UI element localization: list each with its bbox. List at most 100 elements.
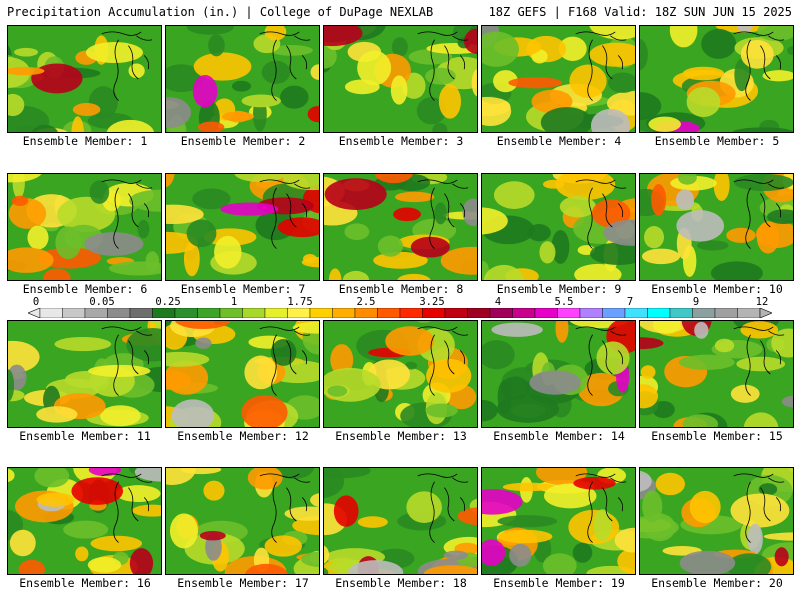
precip-contour xyxy=(310,64,319,80)
precip-contour xyxy=(54,336,112,352)
precip-contour xyxy=(493,70,518,93)
colorbar-swatch xyxy=(692,308,716,318)
colorbar-swatch xyxy=(512,308,536,318)
precip-contour xyxy=(482,399,498,422)
precip-contour xyxy=(617,548,635,574)
ensemble-member-label: Ensemble Member: 11 xyxy=(19,429,151,443)
precip-contour xyxy=(11,195,29,206)
colorbar-swatch xyxy=(624,308,648,318)
precip-contour xyxy=(328,268,342,280)
precip-contour xyxy=(36,492,75,507)
great-lakes-outline xyxy=(575,31,627,101)
precip-contour xyxy=(482,489,523,515)
ensemble-member-label: Ensemble Member: 19 xyxy=(493,576,625,590)
precip-contour xyxy=(283,174,319,191)
precip-contour xyxy=(679,550,736,574)
precip-contour xyxy=(8,66,45,76)
great-lakes-outline xyxy=(259,326,311,396)
precip-field-map xyxy=(640,174,793,280)
colorbar-swatch xyxy=(287,308,311,318)
ensemble-map-panel xyxy=(323,25,478,133)
precip-contour xyxy=(195,337,212,349)
precip-contour xyxy=(648,116,681,132)
colorbar-low-arrow xyxy=(28,308,41,318)
ensemble-member-label: Ensemble Member: 17 xyxy=(177,576,309,590)
colorbar-swatch xyxy=(152,308,176,318)
precip-contour xyxy=(9,529,36,557)
precip-contour xyxy=(394,191,435,203)
ensemble-member-label: Ensemble Member: 4 xyxy=(496,134,622,148)
great-lakes-outline xyxy=(575,473,627,543)
precip-contour xyxy=(675,189,695,211)
precip-contour xyxy=(589,26,635,40)
colorbar-tick-label: 0 xyxy=(32,296,40,308)
great-lakes-outline xyxy=(417,31,469,101)
great-lakes-outline xyxy=(101,179,153,249)
ensemble-member-label: Ensemble Member: 13 xyxy=(335,429,467,443)
run-info: 18Z GEFS | F168 Valid: 18Z SUN JUN 15 20… xyxy=(488,5,792,19)
precip-contour xyxy=(569,64,607,98)
precip-contour xyxy=(100,405,141,427)
precip-contour xyxy=(655,472,686,496)
precip-contour xyxy=(63,520,109,539)
precip-contour xyxy=(126,327,161,362)
precip-contour xyxy=(348,560,404,574)
great-lakes-outline xyxy=(417,326,469,396)
precip-contour xyxy=(34,468,70,488)
ensemble-member-label: Ensemble Member: 18 xyxy=(335,576,467,590)
precip-contour xyxy=(497,515,558,528)
precip-field-map xyxy=(324,26,477,132)
colorbar-swatch xyxy=(489,308,513,318)
colorbar-swatch xyxy=(737,308,761,318)
precip-contour xyxy=(641,248,681,265)
precip-contour xyxy=(27,225,49,250)
precip-field-map xyxy=(482,321,635,427)
precip-contour xyxy=(169,513,198,549)
precip-contour xyxy=(134,468,161,482)
ensemble-map-panel xyxy=(323,173,478,281)
great-lakes-outline xyxy=(417,179,469,249)
precip-contour xyxy=(614,527,635,553)
precip-contour xyxy=(440,246,477,275)
precip-contour xyxy=(689,490,721,524)
precip-contour xyxy=(756,221,780,254)
great-lakes-outline xyxy=(733,473,785,543)
precip-field-map xyxy=(8,468,161,574)
precip-contour xyxy=(31,63,83,94)
precip-contour xyxy=(536,468,588,485)
precip-contour xyxy=(192,74,218,108)
precip-contour xyxy=(186,26,234,35)
precip-field-map xyxy=(8,26,161,132)
precip-contour xyxy=(129,548,154,574)
precip-contour xyxy=(774,547,789,567)
precip-contour xyxy=(220,202,279,216)
ensemble-map-panel xyxy=(7,173,162,281)
precip-contour xyxy=(84,232,144,256)
precip-contour xyxy=(682,66,725,81)
colorbar-tick-label: 5.5 xyxy=(554,296,574,308)
colorbar-swatch xyxy=(602,308,626,318)
precip-contour xyxy=(324,567,329,574)
precip-contour xyxy=(740,40,774,69)
precip-contour xyxy=(434,202,447,225)
precip-field-map xyxy=(324,468,477,574)
precip-contour xyxy=(410,236,450,258)
precip-contour xyxy=(137,219,150,239)
precip-contour xyxy=(644,226,664,249)
ensemble-map-panel xyxy=(7,25,162,133)
ensemble-member-label: Ensemble Member: 14 xyxy=(493,429,625,443)
precip-contour xyxy=(669,26,698,48)
precip-contour xyxy=(555,321,569,343)
precip-contour xyxy=(589,42,635,67)
precip-contour xyxy=(199,531,226,541)
precip-contour xyxy=(264,535,303,557)
precip-contour xyxy=(652,321,681,334)
precip-field-map xyxy=(166,174,319,280)
colorbar-swatch xyxy=(444,308,468,318)
colorbar-swatch xyxy=(714,308,738,318)
precip-contour xyxy=(496,394,559,423)
colorbar-swatch xyxy=(399,308,423,318)
precip-contour xyxy=(8,369,15,402)
precip-contour xyxy=(432,122,448,132)
precip-contour xyxy=(247,468,283,490)
